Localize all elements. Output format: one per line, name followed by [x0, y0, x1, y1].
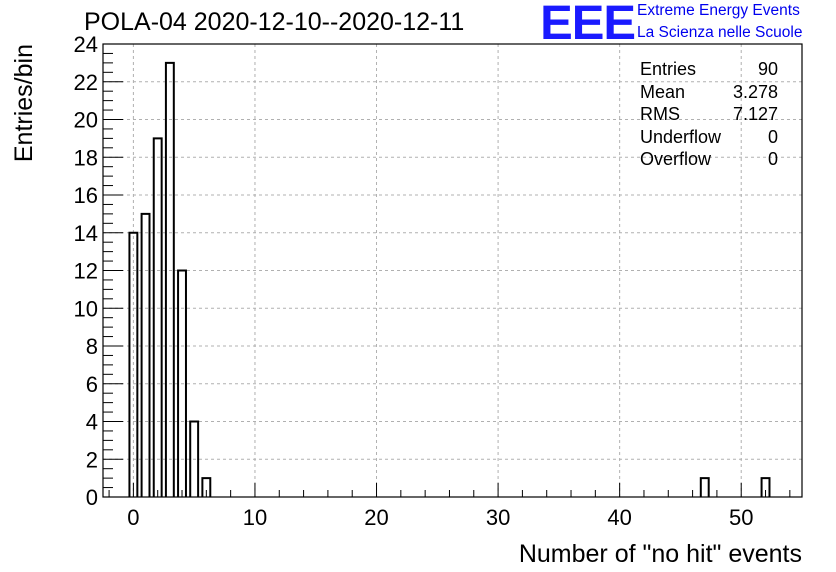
histogram-bar: [152, 137, 163, 497]
x-tick-label: 0: [127, 505, 139, 530]
histogram-bar: [760, 477, 771, 497]
x-tick-label: 40: [607, 505, 631, 530]
y-tick-label: 14: [74, 221, 98, 246]
y-tick-label: 22: [74, 70, 98, 95]
stats-row-overflow: Overflow 0: [640, 148, 778, 171]
y-tick-label: 2: [86, 447, 98, 472]
histogram-bar: [177, 269, 187, 497]
stats-box: Entries 90 Mean 3.278 RMS 7.127 Underflo…: [640, 58, 778, 171]
chart-title: POLA-04 2020-12-10--2020-12-11: [84, 8, 465, 36]
histogram-bar: [140, 212, 151, 497]
stats-value: 0: [767, 126, 778, 147]
histogram-bar: [128, 231, 139, 497]
stats-row-entries: Entries 90: [640, 58, 778, 81]
x-tick-label: 50: [729, 505, 753, 530]
x-tick-label: 20: [364, 505, 388, 530]
y-tick-label: 4: [86, 410, 98, 435]
y-tick-label: 24: [74, 32, 98, 57]
logo-line-1: Extreme Energy Events: [637, 2, 800, 19]
stats-label: Entries: [640, 59, 697, 79]
stats-value: 0: [767, 149, 778, 170]
y-tick-label: 12: [74, 259, 98, 284]
stats-row-underflow: Underflow 0: [640, 126, 778, 149]
y-tick-label: 20: [74, 108, 98, 133]
histogram-bar: [201, 477, 212, 497]
stats-value: 3.278: [732, 81, 778, 102]
y-axis-title: Entries/bin: [10, 44, 38, 162]
stats-label: RMS: [640, 104, 680, 125]
x-tick-label: 30: [486, 505, 510, 530]
stats-value: 90: [757, 59, 778, 79]
x-axis-title: Number of "no hit" events: [519, 540, 802, 568]
stats-label: Underflow: [640, 126, 722, 147]
histogram-bar: [164, 61, 175, 497]
stats-label: Mean: [640, 81, 686, 102]
y-tick-label: 0: [86, 485, 98, 510]
y-tick-label: 16: [74, 183, 98, 208]
x-tick-label: 10: [243, 505, 267, 530]
y-tick-label: 18: [74, 145, 98, 170]
stats-label: Overflow: [640, 149, 712, 170]
stats-row-mean: Mean 3.278: [640, 81, 778, 104]
stats-row-rms: RMS 7.127: [640, 103, 778, 126]
y-tick-label: 10: [74, 296, 98, 321]
histogram-bar: [189, 420, 200, 497]
histogram-bar: [699, 477, 710, 497]
eee-logo: EEE: [540, 0, 636, 50]
y-tick-label: 8: [86, 334, 98, 359]
logo-line-2: La Scienza nelle Scuole: [637, 24, 803, 41]
stats-value: 7.127: [732, 104, 778, 125]
y-tick-label: 6: [86, 372, 98, 397]
